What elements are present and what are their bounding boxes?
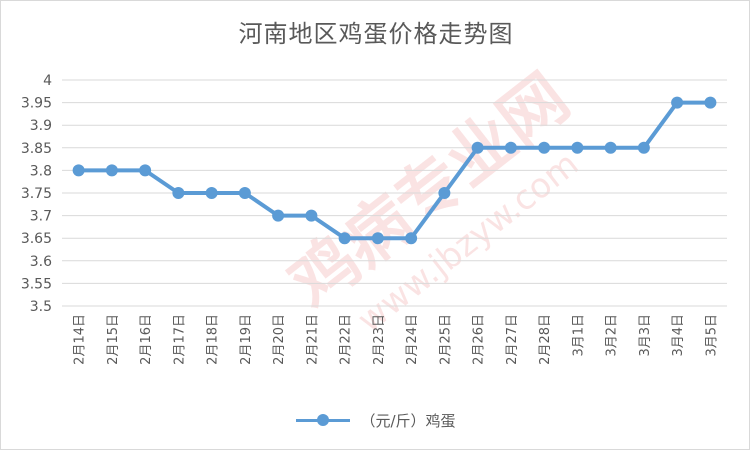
- data-point: [338, 232, 351, 245]
- x-tick-label: 2月28日: [538, 314, 553, 365]
- data-point: [172, 187, 185, 199]
- data-point: [604, 141, 617, 154]
- x-tick-label: 2月25日: [438, 314, 453, 365]
- data-point: [305, 209, 318, 222]
- series-points: [72, 96, 717, 245]
- y-tick-label: 3.95: [21, 96, 52, 112]
- data-point: [371, 232, 384, 245]
- data-point: [72, 164, 85, 177]
- data-point: [571, 141, 584, 154]
- data-point: [671, 96, 684, 109]
- data-point: [205, 187, 218, 199]
- y-tick-label: 3.85: [21, 141, 52, 157]
- y-tick-label: 3.75: [21, 186, 52, 202]
- y-tick-label: 3.55: [21, 276, 52, 292]
- data-point: [704, 96, 717, 109]
- x-tick-label: 2月21日: [305, 314, 320, 365]
- x-tick-label: 2月17日: [172, 314, 187, 365]
- chart-title: 河南地区鸡蛋价格走势图: [238, 20, 514, 48]
- x-tick-label: 2月16日: [139, 314, 154, 365]
- x-tick-label: 2月27日: [505, 314, 520, 365]
- x-tick-label: 2月19日: [239, 314, 254, 365]
- data-point: [637, 141, 650, 154]
- x-tick-label: 2月23日: [372, 314, 387, 365]
- plot-area: 3.5 3.55 3.6 3.65 3.7 3.75 3.8 3.85 3.9 3.95 4 2月1…: [21, 73, 727, 365]
- y-tick-label: 3.7: [30, 209, 52, 225]
- x-tick-label: 2月24日: [405, 314, 420, 365]
- data-point: [471, 141, 484, 154]
- data-point: [405, 232, 418, 245]
- x-tick-label: 2月15日: [106, 314, 121, 365]
- y-tick-label: 3.65: [21, 231, 52, 247]
- legend-swatch: [296, 413, 351, 427]
- y-tick-label: 3.6: [30, 254, 52, 270]
- y-tick-label: 3.8: [30, 163, 52, 179]
- x-tick-label: 2月18日: [206, 314, 221, 365]
- data-point: [504, 141, 517, 154]
- x-tick-label: 2月20日: [272, 314, 287, 365]
- data-point: [238, 187, 251, 199]
- legend: （元/斤）鸡蛋: [0, 408, 752, 432]
- x-tick-label: 3月3日: [638, 314, 653, 357]
- data-point: [105, 164, 118, 177]
- x-tick-label: 2月26日: [472, 314, 487, 365]
- x-tick-label: 2月14日: [73, 314, 88, 365]
- y-axis-ticks: 3.5 3.55 3.6 3.65 3.7 3.75 3.8 3.85 3.9 3.95 4: [21, 73, 52, 315]
- x-tick-label: 3月2日: [605, 314, 620, 357]
- x-axis-ticks: 2月14日 2月15日 2月16日 2月17日 2月18日 2月19日 2月20日 2月21日…: [73, 314, 720, 365]
- data-point: [139, 164, 152, 177]
- x-tick-label: 3月5日: [704, 314, 719, 357]
- x-tick-label: 3月4日: [671, 314, 686, 357]
- legend-label: （元/斤）鸡蛋: [360, 411, 456, 430]
- x-tick-label: 2月22日: [339, 314, 354, 365]
- y-tick-label: 4: [43, 73, 52, 89]
- y-tick-label: 3.9: [30, 118, 52, 134]
- y-tick-label: 3.5: [30, 299, 52, 315]
- x-tick-label: 3月1日: [571, 314, 586, 357]
- data-point: [538, 141, 551, 154]
- data-point: [272, 209, 285, 222]
- data-point: [438, 187, 451, 199]
- grid-lines: [62, 79, 727, 307]
